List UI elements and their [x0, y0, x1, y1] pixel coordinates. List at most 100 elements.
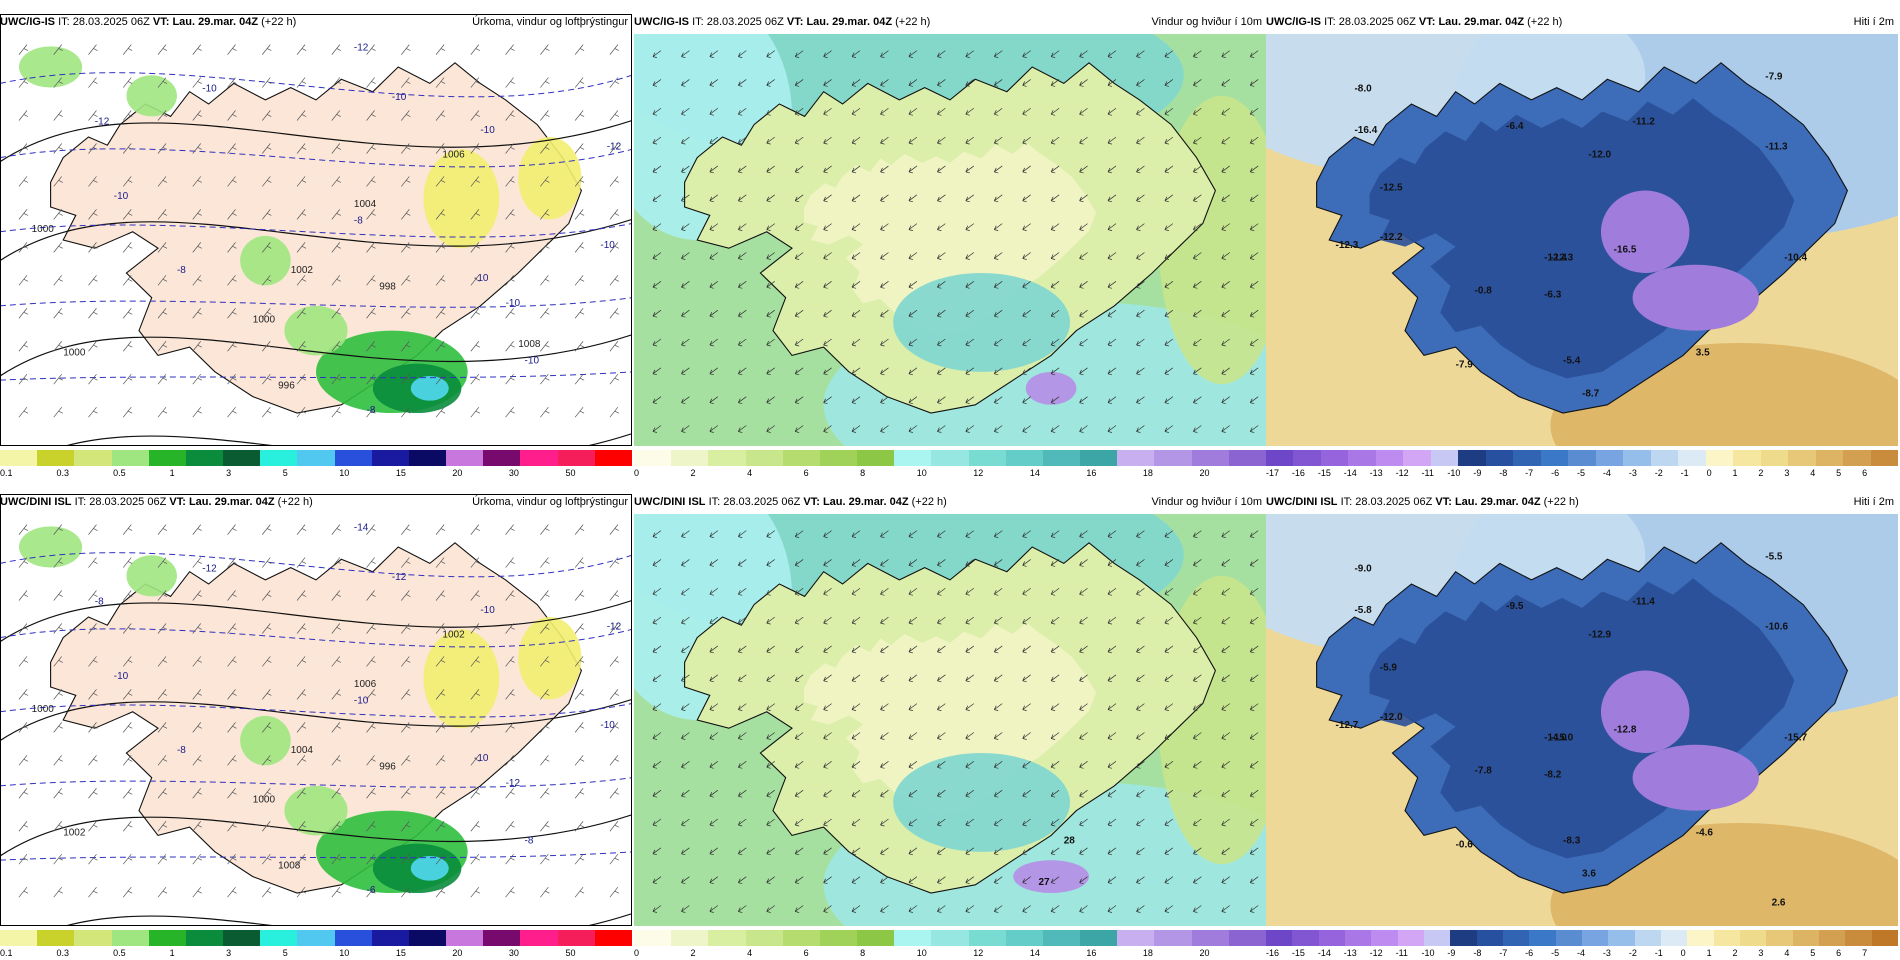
colorbar-tick-label: -1	[1680, 468, 1689, 478]
wind-barb	[296, 308, 307, 319]
wind-arrow	[1050, 674, 1060, 683]
temp-label: -12.8	[1614, 724, 1637, 735]
wind-arrow	[1221, 703, 1230, 711]
wind-arrow	[993, 338, 1003, 347]
wind-barb	[227, 77, 237, 88]
isobar-label: 1004	[354, 199, 377, 210]
wind-arrow	[880, 252, 889, 260]
isobar-label: 1008	[278, 860, 301, 871]
wind-barb	[53, 44, 63, 55]
wind-arrow	[681, 732, 690, 740]
wind-barb	[88, 308, 98, 319]
wind-barb	[88, 406, 98, 418]
wind-arrow	[794, 194, 804, 203]
wind-arrow	[652, 338, 662, 347]
panel-header: UWC/IG-IS IT: 28.03.2025 06Z VT: Lau. 29…	[1266, 14, 1898, 30]
map-svg: 1000 1000 1000 1002 1004 996 998 1006 1008 -12 -10…	[0, 34, 632, 446]
wind-arrow	[1221, 309, 1230, 318]
wind-arrow	[1022, 732, 1031, 740]
wind-barb	[366, 209, 376, 220]
wind-arrow	[823, 876, 832, 885]
wind-arrow	[908, 905, 918, 913]
isobar-line	[63, 913, 632, 926]
wind-barb	[505, 341, 515, 352]
wind-arrow	[823, 818, 832, 827]
wind-arrow	[851, 252, 861, 260]
isotherm-line	[0, 552, 632, 578]
wind-barb	[192, 788, 202, 799]
wind-barb	[122, 143, 133, 154]
wind-arrow	[1050, 136, 1060, 145]
wind-barb	[296, 406, 307, 418]
wind-arrow	[794, 876, 804, 885]
wind-barb	[122, 755, 133, 766]
colorbar-tick-label: 18	[1142, 468, 1153, 478]
wind-arrow	[1221, 50, 1230, 58]
wind-arrow	[1022, 645, 1031, 654]
map-area[interactable]: -9.0 -5.8 -9.5 -11.4 -5.5 -10.6 -12.9 -5.9 -12.7…	[1266, 514, 1898, 926]
colorbar-swatch	[1733, 450, 1761, 466]
wind-arrow	[1022, 905, 1031, 913]
wind-arrow	[681, 165, 690, 174]
isobar-label: 1000	[32, 224, 55, 235]
colorbar-swatch	[1042, 930, 1081, 946]
wind-arrow	[681, 281, 690, 289]
isotherm-line	[0, 628, 632, 648]
wind-barb	[505, 77, 515, 88]
wind-arrow	[823, 761, 832, 769]
wind-arrow	[1050, 559, 1060, 567]
temp-label: -0.8	[1475, 286, 1493, 297]
wind-arrow	[681, 905, 690, 913]
wind-arrow	[766, 847, 775, 856]
colorbar-swatch	[594, 930, 632, 946]
wind-barb	[401, 722, 411, 733]
wind-arrow	[737, 367, 747, 376]
wind-barb	[505, 110, 515, 121]
wind-arrow	[823, 194, 832, 203]
wind-arrow	[851, 847, 861, 856]
wind-barb	[262, 176, 272, 187]
map-area[interactable]	[634, 34, 1266, 446]
temp-label: -12.3	[1550, 253, 1573, 264]
wind-barb	[331, 308, 341, 319]
map-area[interactable]: 28 27	[634, 514, 1266, 926]
wind-arrow	[823, 732, 832, 740]
wind-arrow	[908, 396, 918, 405]
wind-arrow	[1249, 338, 1259, 347]
wind-arrow	[652, 559, 662, 567]
map-area[interactable]: -8.0 -16.4 -6.4 -11.2 -7.9 -11.3 -12.0 -12.5 -12…	[1266, 34, 1898, 446]
wind-barb	[574, 524, 585, 535]
wind-barb	[192, 853, 202, 865]
wind-arrow	[851, 425, 861, 433]
wind-arrow	[1107, 396, 1117, 405]
wind-arrow	[937, 588, 946, 596]
wind-arrow	[1022, 559, 1031, 567]
wind-arrow	[851, 108, 861, 116]
wind-arrow	[965, 588, 975, 596]
lead-time: (+22 h)	[1543, 496, 1579, 508]
wind-arrow	[880, 338, 889, 347]
wind-barb	[505, 886, 515, 898]
wind-arrow	[1249, 761, 1259, 769]
wind-barb	[331, 689, 341, 700]
map-area[interactable]: 1000 1000 1002 1004 1006 1008 996 1002 -14 -12 -12…	[0, 514, 632, 926]
colorbar-tick-label: 8	[860, 468, 866, 478]
map-area[interactable]: 1000 1000 1000 1002 1004 996 998 1006 1008 -12 -10…	[0, 34, 632, 446]
temp-label: 3.5	[1696, 347, 1710, 358]
wind-arrow	[1249, 281, 1259, 289]
wind-arrow	[766, 165, 775, 174]
colorbar-swatch	[1871, 930, 1898, 946]
wind-arrow	[1107, 588, 1117, 596]
it-value: 28.03.2025 06Z	[1355, 496, 1433, 508]
wind-barb	[227, 242, 237, 253]
wind-barb	[505, 722, 515, 733]
wind-barb	[366, 755, 376, 766]
colorbar	[1266, 930, 1898, 946]
wind-arrow	[652, 818, 662, 827]
wind-arrow	[1050, 50, 1060, 58]
colorbar-swatch	[260, 930, 298, 946]
wind-arrow	[1050, 367, 1060, 376]
wind-barb	[331, 656, 341, 667]
wind-arrow	[880, 905, 889, 913]
wind-arrow	[965, 396, 975, 405]
